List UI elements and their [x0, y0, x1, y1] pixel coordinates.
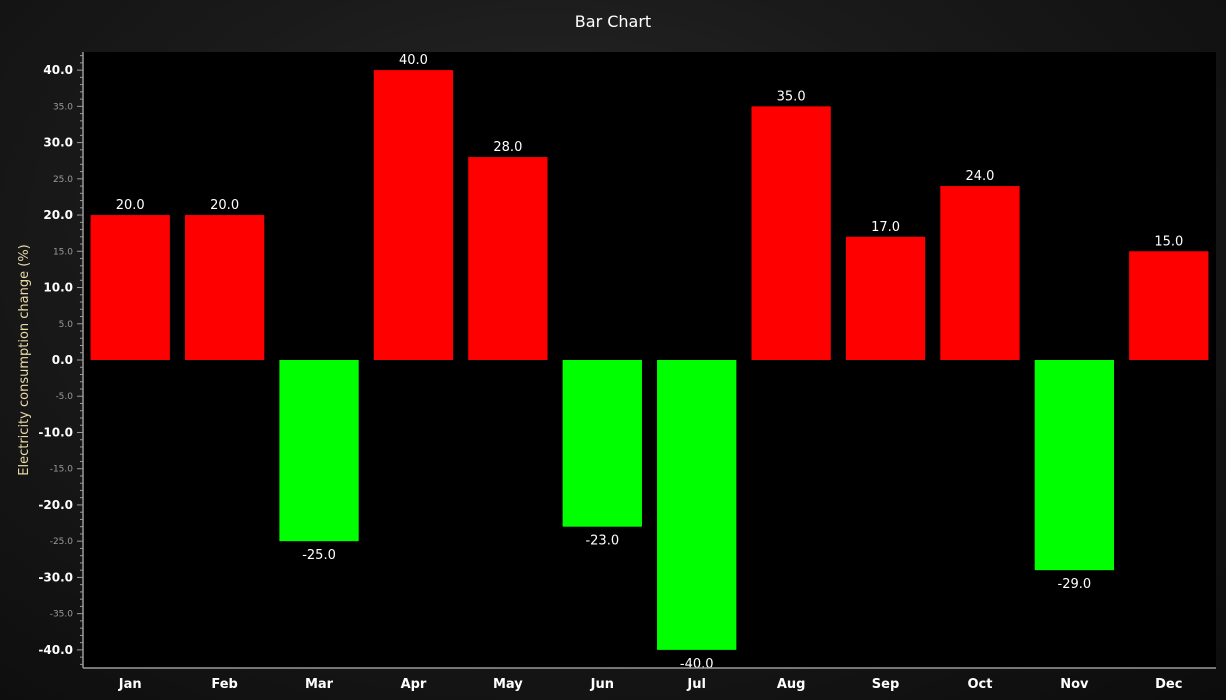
y-tick-label: 0.0 — [52, 353, 73, 367]
data-label-sep: 17.0 — [871, 220, 900, 235]
bar-sep — [846, 237, 925, 360]
bar-aug — [751, 106, 830, 360]
y-axis-ticks: 40.0 30.0 20.0 10.0 0.0 -10.0 -20.0 -30.0 -40.0 3… — [38, 63, 73, 657]
chart-title: Bar Chart — [575, 12, 651, 31]
bar-jun — [563, 360, 642, 527]
bar-jul — [657, 360, 736, 650]
x-tick-label-oct: Oct — [967, 677, 992, 692]
bar-dec — [1129, 251, 1208, 360]
data-label-jan: 20.0 — [116, 198, 145, 213]
bar-oct — [940, 186, 1019, 360]
y-minor-tick-label: -15.0 — [50, 465, 74, 475]
data-label-oct: 24.0 — [965, 169, 994, 184]
bar-nov — [1035, 360, 1114, 570]
bar-jan — [91, 215, 170, 360]
y-minor-tick-label: 35.0 — [53, 102, 73, 112]
y-tick-label: -10.0 — [38, 425, 73, 439]
data-label-dec: 15.0 — [1154, 234, 1183, 249]
y-minor-tick-label: 25.0 — [53, 175, 73, 185]
y-axis-label: Electricity consumption change (%) — [17, 244, 32, 475]
x-tick-label-nov: Nov — [1060, 677, 1089, 692]
data-label-jul: -40.0 — [680, 657, 714, 672]
data-label-jun: -23.0 — [585, 534, 619, 549]
bar-may — [468, 157, 547, 360]
y-tick-label: -40.0 — [38, 643, 73, 657]
y-tick-label: -20.0 — [38, 498, 73, 512]
data-label-may: 28.0 — [493, 140, 522, 155]
x-tick-label-sep: Sep — [872, 677, 900, 692]
y-tick-label: 10.0 — [43, 281, 73, 295]
y-tick-label: 20.0 — [43, 208, 73, 222]
bar-feb — [185, 215, 264, 360]
x-tick-label-apr: Apr — [401, 677, 427, 692]
x-tick-label-feb: Feb — [211, 677, 237, 692]
x-tick-label-mar: Mar — [305, 677, 334, 692]
data-label-aug: 35.0 — [777, 89, 806, 104]
x-tick-label-jan: Jan — [118, 677, 142, 692]
x-tick-label-aug: Aug — [777, 677, 806, 692]
y-minor-tick-label: -35.0 — [50, 610, 74, 620]
data-label-mar: -25.0 — [302, 548, 336, 563]
y-minor-tick-label: 5.0 — [59, 320, 74, 330]
data-label-feb: 20.0 — [210, 198, 239, 213]
y-tick-label: 40.0 — [43, 63, 73, 77]
x-axis-labels: Jan Feb Mar Apr May Jun Jul Aug Sep Oct Nov Dec — [118, 677, 1183, 692]
y-tick-label: -30.0 — [38, 570, 73, 584]
y-tick-label: 30.0 — [43, 136, 73, 150]
x-tick-label-may: May — [493, 677, 523, 692]
x-tick-label-jul: Jul — [686, 677, 706, 692]
data-label-apr: 40.0 — [399, 53, 428, 68]
y-minor-tick-label: -25.0 — [50, 537, 74, 547]
bar-apr — [374, 70, 453, 360]
bar-mar — [279, 360, 358, 541]
y-minor-tick-label: 15.0 — [53, 247, 73, 257]
x-tick-label-jun: Jun — [590, 677, 614, 692]
y-minor-tick-label: -5.0 — [55, 392, 73, 402]
y-minor-ticks — [77, 56, 83, 665]
x-tick-label-dec: Dec — [1155, 677, 1182, 692]
data-label-nov: -29.0 — [1058, 577, 1092, 592]
